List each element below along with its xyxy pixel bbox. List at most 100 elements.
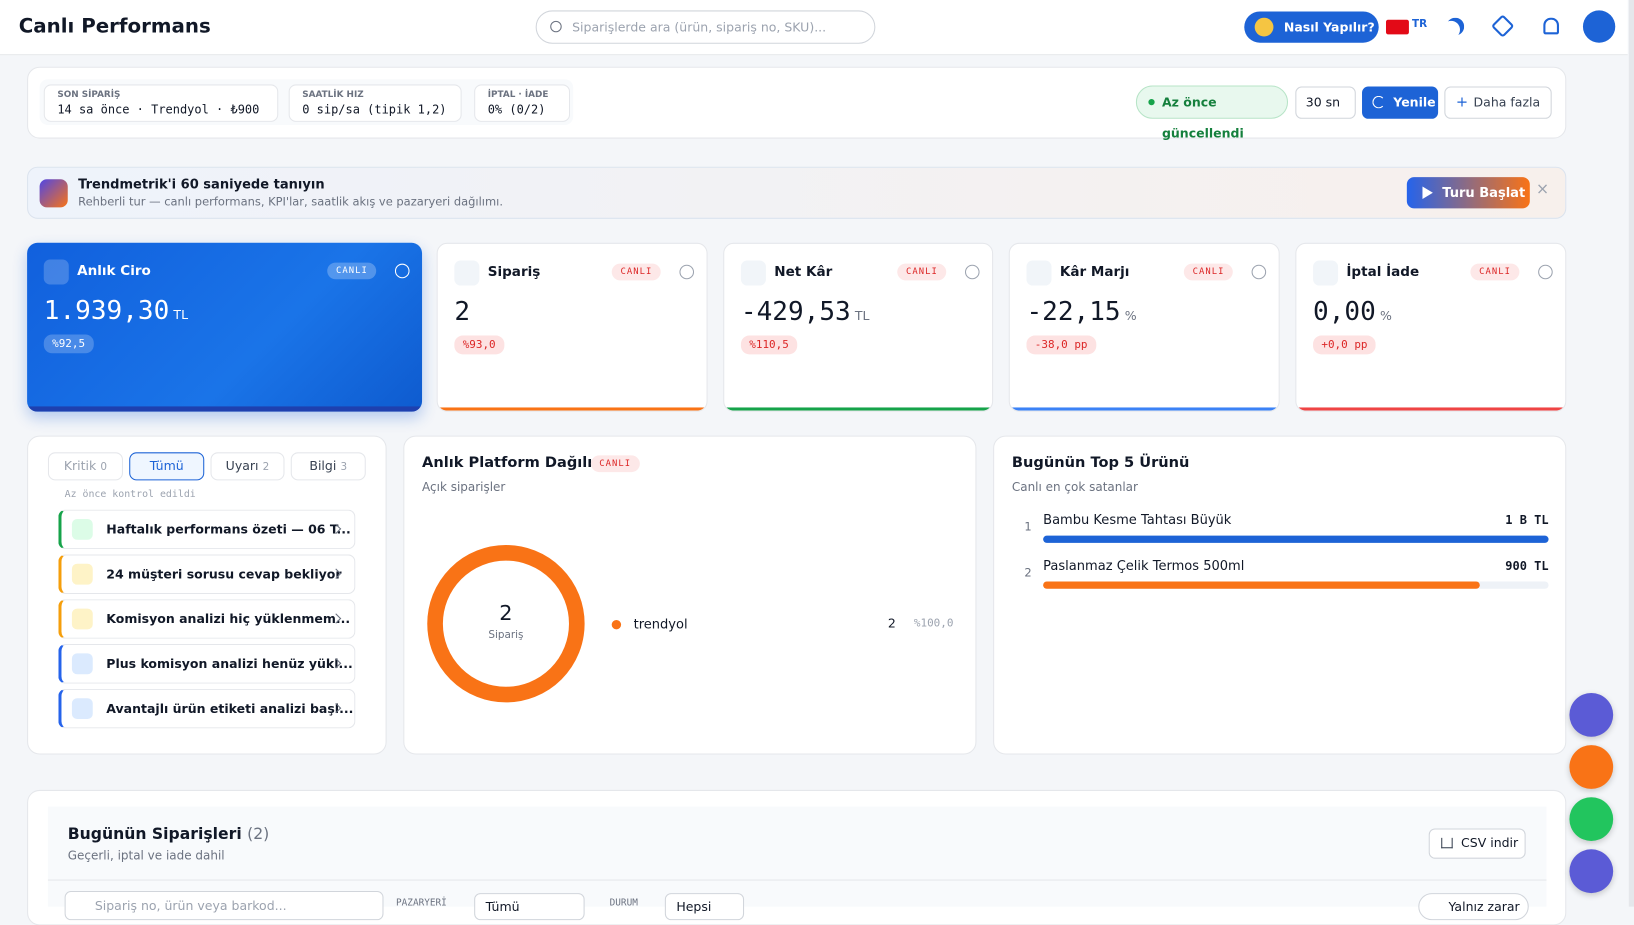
tab-count: 2 — [262, 461, 270, 474]
stat-value: 0 sip/sa (tipik 1,2) — [302, 102, 447, 117]
status-select[interactable]: Hepsi — [664, 893, 745, 921]
kpi-accent — [1296, 407, 1566, 411]
scrollbar — [1628, 0, 1634, 907]
tour-start-button[interactable]: Turu Başlat — [1406, 177, 1530, 209]
tour-icon — [39, 179, 68, 208]
alert-item[interactable]: Plus komisyon analizi henüz yükl... — [58, 644, 356, 684]
tab-count: 0 — [100, 461, 108, 474]
alert-item[interactable]: 24 müşteri sorusu cevap bekliyor — [58, 554, 356, 594]
fab-chat[interactable] — [1569, 745, 1614, 789]
product-name: Paslanmaz Çelik Termos 500ml — [1043, 557, 1245, 574]
refresh-button[interactable]: Yenile — [1362, 86, 1439, 119]
alert-item[interactable]: Haftalık performans özeti — 06 T... — [58, 509, 356, 550]
kpi-icon — [1313, 260, 1339, 286]
interval-select[interactable]: 30 sn — [1295, 86, 1356, 119]
fab-whatsapp[interactable] — [1569, 797, 1614, 841]
donut-label: Sipariş — [488, 629, 524, 641]
alert-tab[interactable]: Tümü — [129, 452, 205, 481]
kpi-title: Anlık Ciro — [77, 263, 151, 280]
language[interactable]: TR — [1412, 18, 1428, 31]
search-box[interactable]: Siparişlerde ara (ürün, sipariş no, SKU)… — [535, 10, 876, 44]
orders-count: (2) — [247, 824, 270, 844]
loss-only-toggle[interactable]: Yalnız zarar — [1418, 893, 1529, 921]
more-button[interactable]: + Daha fazla — [1444, 86, 1552, 119]
tour-start-label: Turu Başlat — [1442, 184, 1526, 201]
orders-title-text: Bugünün Siparişleri — [67, 824, 242, 844]
platform-count: 2 — [887, 615, 896, 631]
tour-text: Rehberli tur — canlı performans, KPI'lar… — [78, 194, 503, 209]
updated-text: Az önce güncellendi — [1161, 94, 1244, 141]
kpi-card-primary: Anlık Ciro CANLI 1.939,30 TL %92,5 — [27, 242, 423, 412]
alert-tab[interactable]: Uyarı 2 — [210, 452, 285, 481]
kpi-unit: % — [1379, 308, 1392, 324]
alert-icon — [71, 518, 93, 540]
donut-total: 2 — [499, 600, 513, 626]
kpi-card: Net Kâr CANLI -429,53 TL %110,5 — [723, 242, 994, 412]
theme-toggle[interactable] — [1446, 18, 1464, 36]
kpi-change: %92,5 — [43, 334, 94, 354]
platform-share: %100,0 — [913, 616, 954, 630]
kpi-card: Sipariş CANLI 2 %93,0 — [436, 242, 708, 412]
legend-dot — [611, 620, 622, 630]
kpi-accent — [724, 407, 993, 411]
live-badge: CANLI — [590, 455, 640, 473]
alert-icon — [71, 698, 93, 720]
download-icon — [1441, 837, 1453, 849]
tour-close[interactable]: × — [1536, 179, 1550, 198]
refresh-label: Yenile — [1393, 94, 1436, 110]
stat-label: İPTAL · İADE — [487, 89, 549, 101]
kpi-title: Sipariş — [487, 264, 541, 281]
kpi-icon — [43, 259, 69, 285]
kpi-info — [964, 264, 980, 280]
tour-title: Trendmetrik'i 60 saniyede tanıyın — [78, 176, 325, 192]
alert-item[interactable]: Komisyon analizi hiç yüklenmem... — [58, 599, 356, 639]
kpi-number: 0,00 — [1313, 295, 1376, 327]
help-label: Nasıl Yapılır? — [1283, 19, 1375, 35]
kpi-value: 2 — [454, 296, 470, 326]
kpi-value: 0,00% — [1313, 296, 1392, 326]
help-button[interactable]: Nasıl Yapılır? — [1244, 11, 1379, 43]
kpi-card: İptal İade CANLI 0,00% +0,0 pp — [1295, 242, 1567, 412]
user-avatar[interactable] — [1582, 10, 1616, 43]
top-products-card — [993, 435, 1567, 755]
kpi-accent — [1009, 407, 1279, 411]
kpi-icon — [1026, 260, 1052, 286]
kpi-unit: % — [1124, 308, 1137, 324]
kpi-value: -429,53 TL — [741, 296, 870, 326]
kpi-title: İptal İade — [1346, 264, 1420, 281]
stat-label: SAATLİK HIZ — [302, 89, 364, 101]
marketplace-select[interactable]: Tümü — [474, 893, 585, 921]
alert-icon — [71, 608, 93, 630]
kpi-accent — [437, 407, 707, 411]
kpi-change: %110,5 — [740, 335, 798, 355]
kpi-info — [679, 264, 695, 280]
top-title: Bugünün Top 5 Ürünü — [1011, 454, 1190, 472]
alert-item[interactable]: Avantajlı ürün etiketi analizi başl... — [58, 688, 356, 729]
alert-icon — [71, 563, 93, 585]
kpi-number: -22,15 — [1026, 295, 1121, 327]
fab-support[interactable] — [1569, 849, 1614, 894]
kpi-number: 2 — [454, 295, 471, 327]
alert-tab[interactable]: Kritik 0 — [47, 452, 123, 481]
kpi-change: -38,0 pp — [1026, 335, 1096, 355]
help-icon — [1254, 17, 1274, 37]
stat-value: 0% (0/2) — [487, 102, 546, 117]
kpi-unit: TL — [854, 308, 870, 324]
kpi-info — [394, 263, 410, 279]
stat-chip: SON SİPARİŞ 14 sa önce · Trendyol · ₺900 — [43, 84, 279, 122]
tour-banner — [27, 166, 1567, 219]
stat-label: SON SİPARİŞ — [57, 89, 121, 101]
alert-text: Plus komisyon analizi henüz yükl... — [106, 656, 353, 672]
alert-tab[interactable]: Bilgi 3 — [290, 452, 366, 481]
alert-text: Avantajlı ürün etiketi analizi başl... — [106, 701, 354, 716]
updated-status: Az önce güncellendi — [1135, 85, 1289, 141]
notifications[interactable] — [1543, 17, 1559, 35]
tab-label: Uyarı — [225, 458, 259, 474]
live-badge: CANLI — [897, 263, 947, 281]
fab-route[interactable] — [1569, 692, 1614, 737]
csv-button[interactable]: CSV indir — [1428, 828, 1526, 859]
kpi-info — [1538, 264, 1553, 280]
alerts-checked: Az önce kontrol edildi — [64, 488, 196, 501]
kpi-info — [1251, 264, 1267, 280]
platform-name: trendyol — [633, 615, 688, 632]
